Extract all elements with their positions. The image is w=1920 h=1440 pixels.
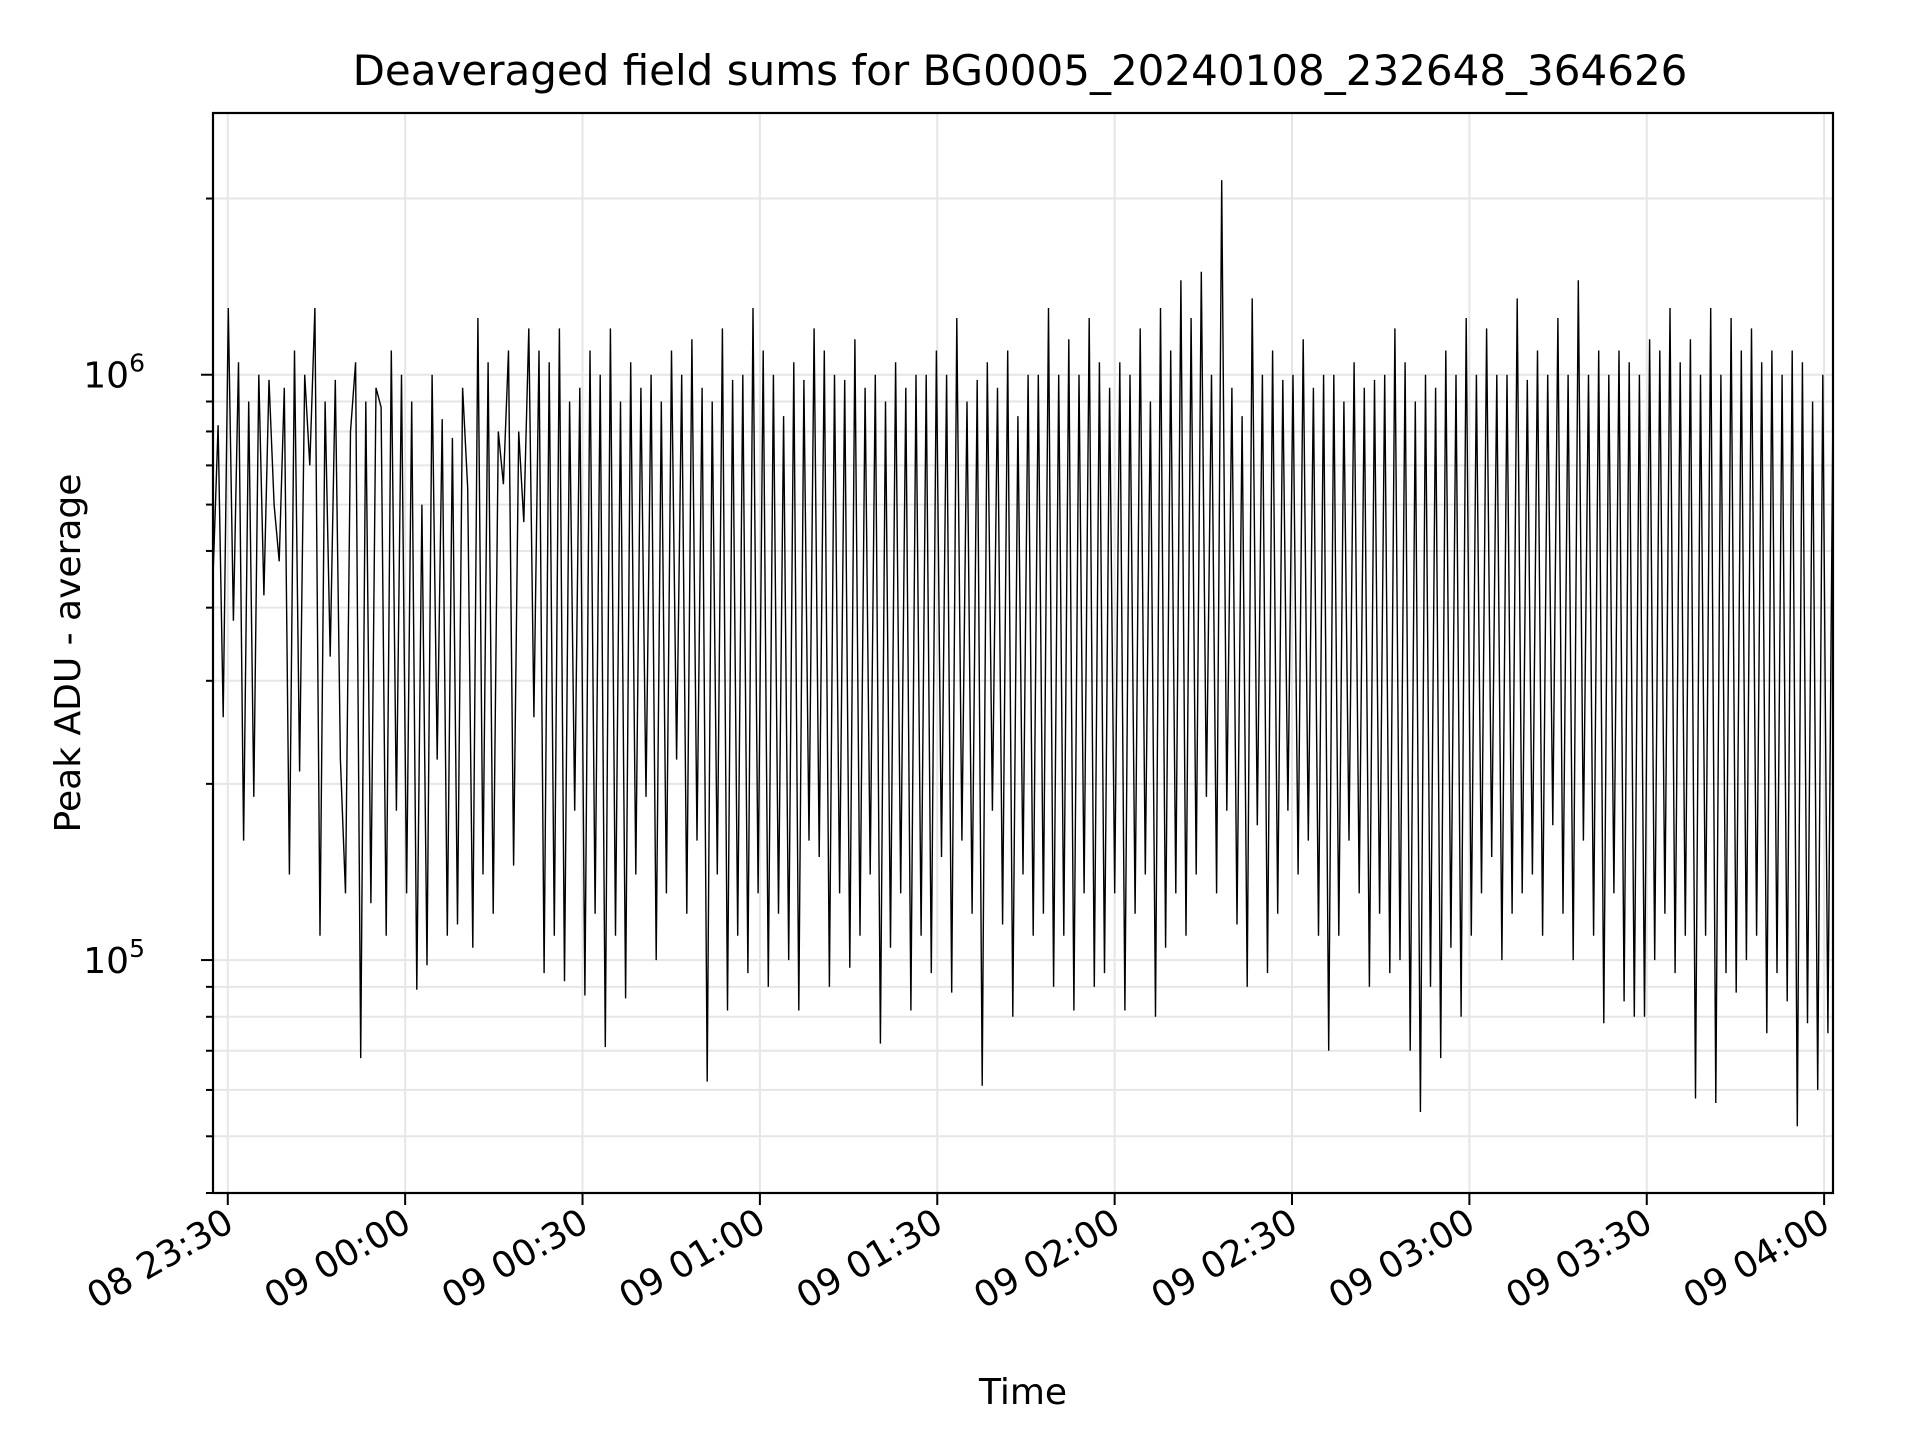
y-axis-label: Peak ADU - average: [48, 474, 89, 833]
y-tick-label: 105: [83, 934, 145, 982]
y-tick-exponent: 6: [129, 349, 145, 378]
x-axis: 08 23:30 09 00:00 09 00:30 09 01:00 09 01:30…: [80, 1193, 1837, 1317]
x-tick-label: 09 04:00: [1677, 1201, 1837, 1317]
series-layer: [212, 180, 1834, 1127]
x-tick-label: 09 00:30: [435, 1201, 595, 1317]
y-tick-base: 10: [83, 356, 129, 397]
plot-frame: [211, 111, 1835, 1195]
y-tick-label: 106: [83, 349, 145, 397]
x-tick-label: 09 03:30: [1499, 1201, 1659, 1317]
x-tick-label: 09 01:00: [612, 1201, 772, 1317]
x-tick-label: 09 02:00: [967, 1201, 1127, 1317]
x-tick-label: 09 02:30: [1145, 1201, 1305, 1317]
x-axis-label: Time: [978, 1372, 1067, 1413]
y-tick-exponent: 5: [129, 934, 145, 963]
series-line: [212, 180, 1834, 1127]
x-tick-label: 09 03:00: [1322, 1201, 1482, 1317]
x-tick-label: 09 01:30: [790, 1201, 950, 1317]
y-tick-base: 10: [83, 941, 129, 982]
x-tick-label: 08 23:30: [80, 1201, 240, 1317]
x-tick-label: 09 00:00: [258, 1201, 418, 1317]
grid: [213, 113, 1833, 1194]
chart-title: Deaveraged field sums for BG0005_2024010…: [353, 46, 1688, 95]
